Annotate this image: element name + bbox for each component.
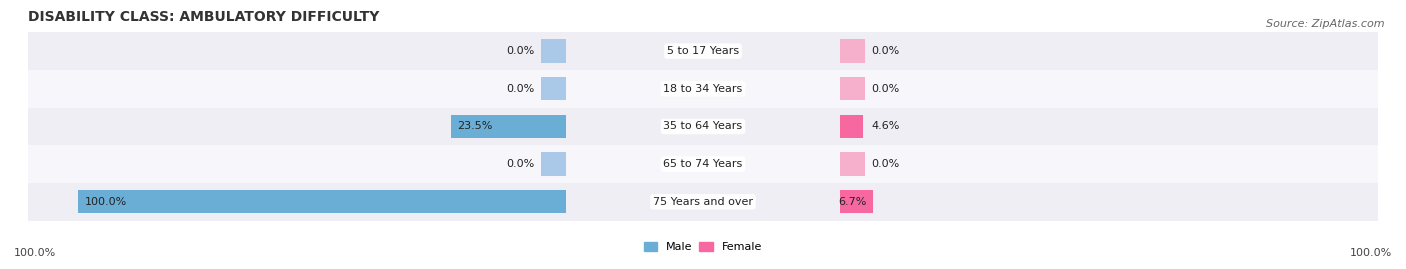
Text: 35 to 64 Years: 35 to 64 Years (664, 121, 742, 132)
Text: 6.7%: 6.7% (838, 197, 868, 207)
Text: 18 to 34 Years: 18 to 34 Years (664, 84, 742, 94)
Legend: Male, Female: Male, Female (640, 237, 766, 256)
Text: DISABILITY CLASS: AMBULATORY DIFFICULTY: DISABILITY CLASS: AMBULATORY DIFFICULTY (28, 10, 380, 24)
Text: 5 to 17 Years: 5 to 17 Years (666, 46, 740, 56)
Bar (841, 77, 866, 100)
Text: 4.6%: 4.6% (872, 121, 900, 132)
Text: 0.0%: 0.0% (506, 46, 534, 56)
Text: 65 to 74 Years: 65 to 74 Years (664, 159, 742, 169)
Bar (841, 153, 866, 176)
Text: 100.0%: 100.0% (84, 197, 127, 207)
Bar (841, 40, 866, 63)
Bar (841, 190, 873, 213)
Bar (540, 77, 565, 100)
Bar (28, 32, 1378, 70)
Text: 100.0%: 100.0% (14, 248, 56, 258)
Text: 100.0%: 100.0% (1350, 248, 1392, 258)
Bar (540, 40, 565, 63)
Bar (28, 183, 1378, 221)
Bar (28, 70, 1378, 108)
Bar (79, 190, 565, 213)
Text: 0.0%: 0.0% (872, 84, 900, 94)
Bar (28, 108, 1378, 145)
Text: 23.5%: 23.5% (457, 121, 492, 132)
Text: 0.0%: 0.0% (506, 159, 534, 169)
Text: 0.0%: 0.0% (872, 46, 900, 56)
Text: Source: ZipAtlas.com: Source: ZipAtlas.com (1267, 19, 1385, 29)
Text: 0.0%: 0.0% (506, 84, 534, 94)
Bar (28, 145, 1378, 183)
Bar (540, 153, 565, 176)
Text: 0.0%: 0.0% (872, 159, 900, 169)
Bar (841, 115, 863, 138)
Text: 75 Years and over: 75 Years and over (652, 197, 754, 207)
Bar (451, 115, 565, 138)
